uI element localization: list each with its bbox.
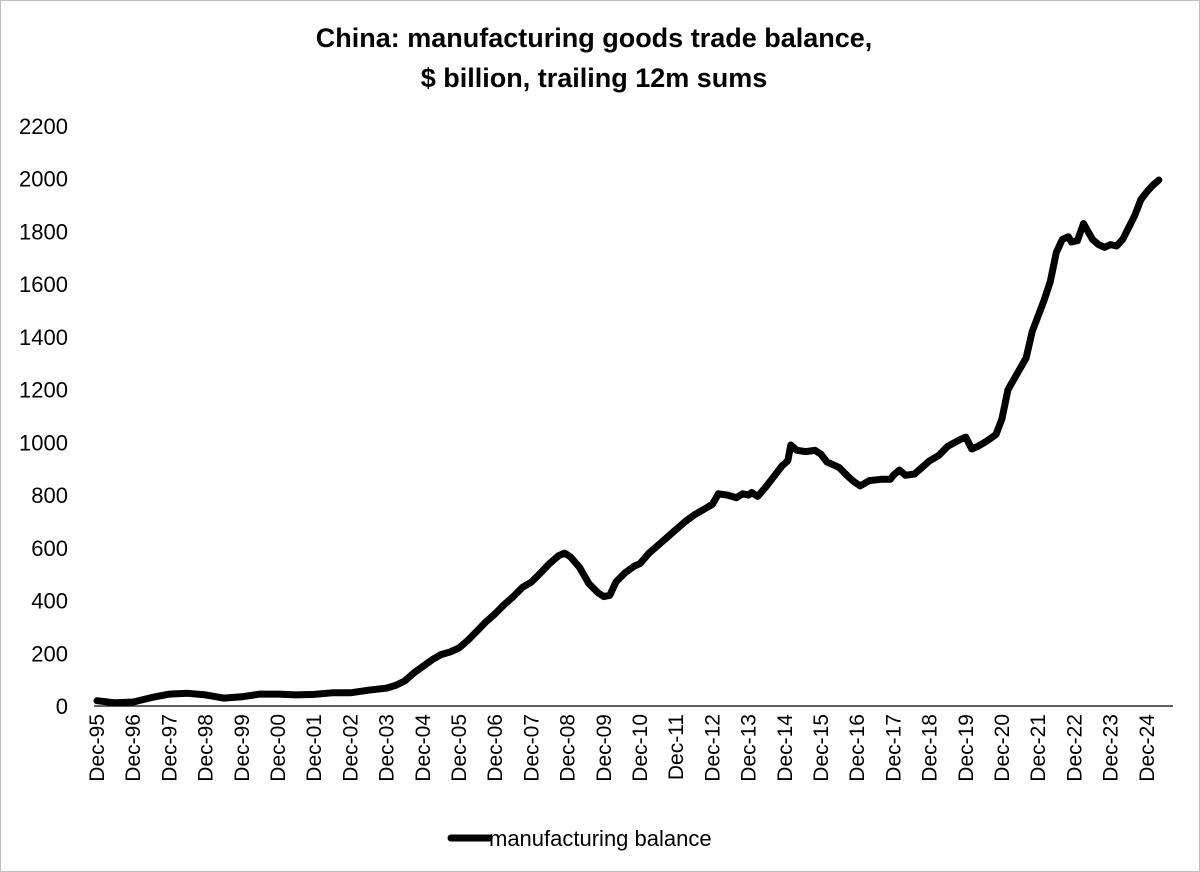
- y-tick-label: 2000: [19, 167, 68, 192]
- x-tick-label: Dec-07: [520, 714, 543, 782]
- x-tick-label: Dec-10: [629, 714, 652, 782]
- x-tick-label: Dec-16: [846, 714, 869, 782]
- x-tick-label: Dec-19: [955, 714, 978, 782]
- x-tick-label: Dec-01: [303, 714, 326, 782]
- x-tick-label: Dec-22: [1063, 714, 1086, 782]
- y-tick-label: 600: [31, 536, 68, 561]
- y-tick-label: 400: [31, 589, 68, 614]
- y-tick-label: 2200: [19, 114, 68, 139]
- x-axis-ticks: Dec-95 Dec-96 Dec-97 Dec-98 Dec-99 Dec-00 Dec-…: [86, 714, 1159, 782]
- x-tick-label: Dec-13: [738, 714, 761, 782]
- x-tick-label: Dec-00: [267, 714, 290, 782]
- y-axis-ticks: 0 200 400 600 800 1000 1200 1400 1600 1800 2000 220…: [19, 114, 68, 719]
- y-tick-label: 1200: [19, 378, 68, 403]
- x-tick-label: Dec-03: [376, 714, 399, 782]
- x-tick-label: Dec-21: [1027, 714, 1050, 782]
- y-tick-label: 800: [31, 483, 68, 508]
- x-tick-label: Dec-15: [810, 714, 833, 782]
- x-tick-label: Dec-08: [557, 714, 580, 782]
- x-tick-label: Dec-96: [122, 714, 145, 782]
- x-tick-label: Dec-17: [882, 714, 905, 782]
- x-tick-label: Dec-04: [412, 714, 435, 782]
- chart-title-line-1: China: manufacturing goods trade balance…: [316, 23, 873, 53]
- series-line-manufacturing-balance: [93, 176, 1163, 707]
- y-tick-label: 1400: [19, 325, 68, 350]
- x-tick-label: Dec-23: [1100, 714, 1123, 782]
- chart-title: China: manufacturing goods trade balance…: [316, 23, 873, 93]
- legend-label: manufacturing balance: [489, 826, 712, 851]
- x-tick-label: Dec-12: [701, 714, 724, 782]
- chart-title-line-2: $ billion, trailing 12m sums: [421, 63, 768, 93]
- y-tick-label: 0: [56, 694, 68, 719]
- x-tick-label: Dec-98: [195, 714, 218, 782]
- x-tick-label: Dec-14: [774, 714, 797, 782]
- y-tick-label: 1800: [19, 219, 68, 244]
- series-group: [93, 176, 1163, 707]
- x-tick-label: Dec-02: [339, 714, 362, 782]
- legend: manufacturing balance: [447, 826, 712, 851]
- x-tick-label: Dec-11: [665, 714, 688, 780]
- x-tick-label: Dec-09: [593, 714, 616, 782]
- x-tick-label: Dec-97: [158, 714, 181, 782]
- x-tick-label: Dec-24: [1136, 714, 1159, 782]
- y-tick-label: 1000: [19, 430, 68, 455]
- x-tick-label: Dec-95: [86, 714, 109, 782]
- x-tick-label: Dec-18: [919, 714, 942, 782]
- y-tick-label: 200: [31, 641, 68, 666]
- x-tick-label: Dec-20: [991, 714, 1014, 782]
- x-tick-label: Dec-05: [448, 714, 471, 782]
- x-tick-label: Dec-06: [484, 714, 507, 782]
- y-tick-label: 1600: [19, 272, 68, 297]
- x-tick-label: Dec-99: [231, 714, 254, 782]
